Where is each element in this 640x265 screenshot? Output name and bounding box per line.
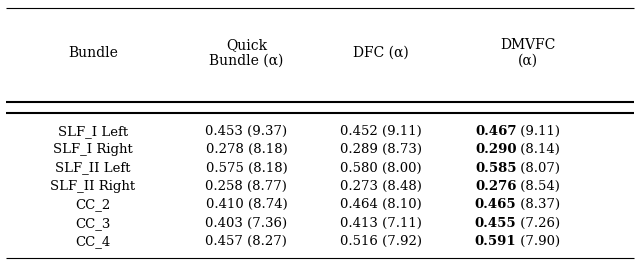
- Text: 0.289 (8.73): 0.289 (8.73): [340, 143, 422, 156]
- Text: (8.54): (8.54): [516, 180, 561, 193]
- Text: 0.273 (8.48): 0.273 (8.48): [340, 180, 422, 193]
- Text: 0.413 (7.11): 0.413 (7.11): [340, 217, 422, 230]
- Text: SLF_I Left: SLF_I Left: [58, 125, 128, 138]
- Text: (7.26): (7.26): [516, 217, 561, 230]
- Text: 0.452 (9.11): 0.452 (9.11): [340, 125, 422, 138]
- Text: SLF_II Left: SLF_II Left: [55, 161, 131, 175]
- Text: 0.457 (8.27): 0.457 (8.27): [205, 235, 287, 248]
- Text: 0.410 (8.74): 0.410 (8.74): [205, 198, 287, 211]
- Text: 0.453 (9.37): 0.453 (9.37): [205, 125, 287, 138]
- Text: SLF_I Right: SLF_I Right: [53, 143, 132, 156]
- Text: (7.90): (7.90): [516, 235, 561, 248]
- Text: 0.516 (7.92): 0.516 (7.92): [340, 235, 422, 248]
- Text: 0.290: 0.290: [475, 143, 516, 156]
- Text: DMVFC
(α): DMVFC (α): [500, 38, 556, 68]
- Text: 0.455: 0.455: [475, 217, 516, 230]
- Text: CC_2: CC_2: [75, 198, 111, 211]
- Text: 0.403 (7.36): 0.403 (7.36): [205, 217, 287, 230]
- Text: Bundle: Bundle: [68, 46, 118, 60]
- Text: 0.575 (8.18): 0.575 (8.18): [205, 161, 287, 175]
- Text: (9.11): (9.11): [516, 125, 561, 138]
- Text: DFC (α): DFC (α): [353, 46, 409, 60]
- Text: (8.14): (8.14): [516, 143, 561, 156]
- Text: SLF_II Right: SLF_II Right: [50, 180, 136, 193]
- Text: (8.07): (8.07): [516, 161, 561, 175]
- Text: 0.258 (8.77): 0.258 (8.77): [205, 180, 287, 193]
- Text: (8.37): (8.37): [516, 198, 561, 211]
- Text: CC_3: CC_3: [75, 217, 111, 230]
- Text: 0.591: 0.591: [475, 235, 516, 248]
- Text: 0.580 (8.00): 0.580 (8.00): [340, 161, 422, 175]
- Text: Quick
Bundle (α): Quick Bundle (α): [209, 38, 284, 68]
- Text: 0.465: 0.465: [475, 198, 516, 211]
- Text: 0.467: 0.467: [475, 125, 516, 138]
- Text: 0.585: 0.585: [475, 161, 516, 175]
- Text: 0.278 (8.18): 0.278 (8.18): [205, 143, 287, 156]
- Text: 0.464 (8.10): 0.464 (8.10): [340, 198, 422, 211]
- Text: CC_4: CC_4: [75, 235, 111, 248]
- Text: 0.276: 0.276: [475, 180, 516, 193]
